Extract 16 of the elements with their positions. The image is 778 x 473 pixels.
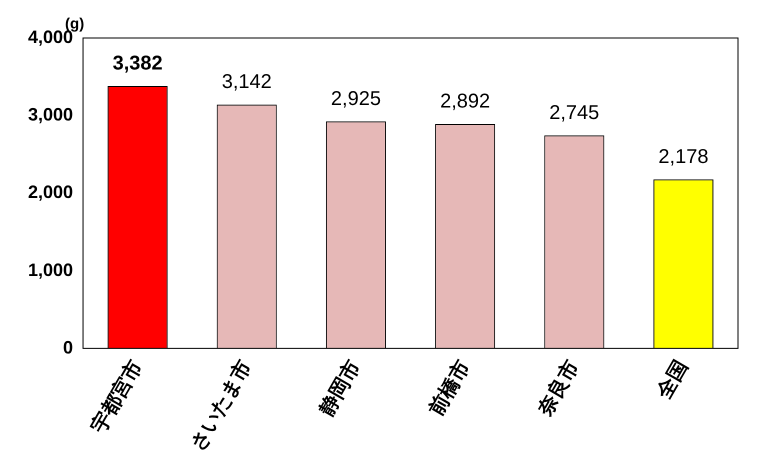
y-tick-label: 3,000 [28,104,74,125]
y-tick-label: 0 [63,337,74,358]
y-tick-label: 2,000 [28,182,74,202]
data-label: 3,142 [222,71,272,94]
data-label: 2,925 [330,88,381,110]
data-label: 3,382 [112,52,163,74]
data-label: 2,178 [658,146,708,168]
x-tick-label: 宇都宮市 [86,356,147,437]
x-tick-label: 静岡市 [314,356,366,420]
data-label: 2,745 [549,102,600,124]
y-tick-label: 1,000 [28,260,74,280]
x-tick-label: 全国 [652,356,693,404]
data-label: 2,892 [440,90,490,112]
x-tick-label: 奈良市 [532,356,584,420]
x-tick-label: さいたま市 [186,356,256,454]
x-tick-label: 前橋市 [424,356,474,420]
